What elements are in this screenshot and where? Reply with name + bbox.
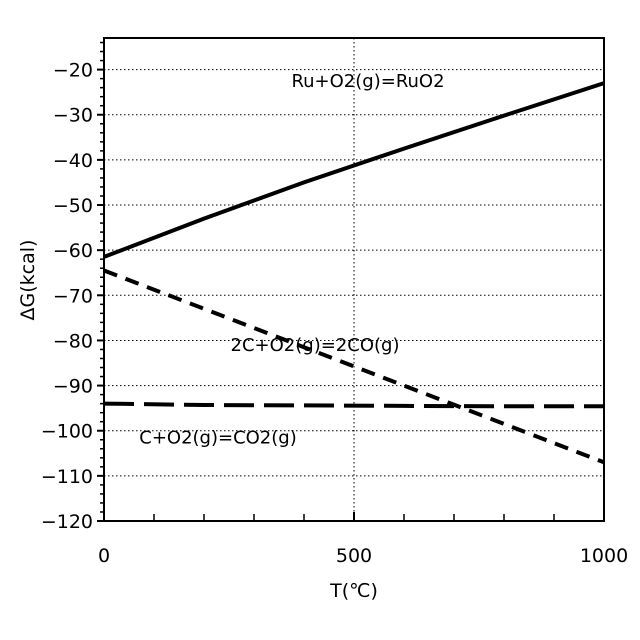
y-axis-title: ΔG(kcal) (17, 240, 39, 321)
x-tick-label: 500 (336, 545, 372, 567)
y-tick-label: −20 (53, 60, 93, 82)
series-annotation-2: 2C+O2(g)=2CO(g) (231, 335, 400, 356)
y-tick-label: −40 (53, 150, 93, 172)
series-annotation-1: Ru+O2(g)=RuO2 (291, 71, 444, 92)
series-layer (104, 83, 604, 462)
y-tick-label: −60 (53, 240, 93, 262)
y-tick-label: −120 (41, 511, 93, 533)
y-tick-label: −80 (53, 330, 93, 352)
axis-layer (97, 38, 604, 521)
series-line-3 (104, 404, 604, 407)
y-tick-label: −100 (41, 421, 93, 443)
y-tick-label: −30 (53, 105, 93, 127)
series-annotation-3: C+O2(g)=CO2(g) (139, 427, 296, 448)
grid-layer (104, 38, 604, 521)
y-tick-label: −70 (53, 285, 93, 307)
y-tick-label: −90 (53, 376, 93, 398)
y-tick-label: −50 (53, 195, 93, 217)
x-tick-label: 1000 (580, 545, 628, 567)
x-axis-title: T(℃) (329, 580, 378, 602)
x-tick-label: 0 (98, 545, 110, 567)
label-layer: −20 −30 −40 −50 −60 −70 −80 −90 −100 −110 −1200 500… (41, 60, 628, 567)
y-tick-label: −110 (41, 466, 93, 488)
